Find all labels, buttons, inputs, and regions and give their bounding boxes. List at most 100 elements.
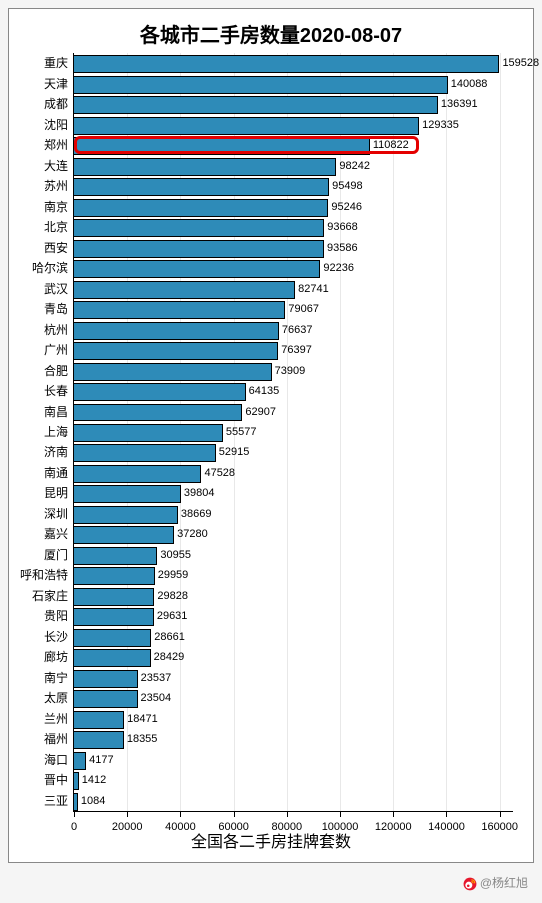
value-label: 23537 bbox=[137, 672, 172, 684]
bar bbox=[74, 281, 295, 299]
value-label: 136391 bbox=[437, 98, 478, 110]
category-label: 石家庄 bbox=[32, 590, 74, 602]
plot-inner: 0200004000060000800001000001200001400001… bbox=[73, 53, 513, 812]
bar-row: 哈尔滨92236 bbox=[74, 260, 513, 276]
bar bbox=[74, 526, 174, 544]
category-label: 贵阳 bbox=[44, 610, 74, 622]
bar bbox=[74, 690, 138, 708]
category-label: 长春 bbox=[44, 385, 74, 397]
bar-row: 沈阳129335 bbox=[74, 117, 513, 133]
bar-row: 济南52915 bbox=[74, 444, 513, 460]
value-label: 82741 bbox=[294, 283, 329, 295]
category-label: 晋中 bbox=[44, 774, 74, 786]
value-label: 30955 bbox=[156, 549, 191, 561]
bar bbox=[74, 342, 278, 360]
value-label: 47528 bbox=[200, 467, 235, 479]
category-label: 昆明 bbox=[44, 487, 74, 499]
category-label: 南京 bbox=[44, 201, 74, 213]
category-label: 嘉兴 bbox=[44, 528, 74, 540]
bar bbox=[74, 260, 320, 278]
bar-row: 苏州95498 bbox=[74, 178, 513, 194]
value-label: 76637 bbox=[278, 324, 313, 336]
x-tick bbox=[127, 811, 128, 817]
category-label: 南宁 bbox=[44, 672, 74, 684]
value-label: 1412 bbox=[78, 774, 106, 786]
bar-row: 南昌62907 bbox=[74, 404, 513, 420]
category-label: 武汉 bbox=[44, 283, 74, 295]
value-label: 95498 bbox=[328, 180, 363, 192]
x-tick bbox=[393, 811, 394, 817]
value-label: 4177 bbox=[85, 754, 113, 766]
category-label: 青岛 bbox=[44, 303, 74, 315]
value-label: 55577 bbox=[222, 426, 257, 438]
category-label: 郑州 bbox=[44, 139, 74, 151]
bar-row: 合肥73909 bbox=[74, 363, 513, 379]
bar bbox=[74, 629, 151, 647]
x-tick bbox=[234, 811, 235, 817]
x-tick bbox=[74, 811, 75, 817]
bar bbox=[74, 731, 124, 749]
category-label: 沈阳 bbox=[44, 119, 74, 131]
category-label: 三亚 bbox=[44, 795, 74, 807]
x-tick bbox=[446, 811, 447, 817]
bar bbox=[74, 465, 201, 483]
bar-row: 上海55577 bbox=[74, 424, 513, 440]
value-label: 52915 bbox=[215, 446, 250, 458]
category-label: 广州 bbox=[44, 344, 74, 356]
bar bbox=[74, 96, 438, 114]
value-label: 39804 bbox=[180, 487, 215, 499]
bar bbox=[74, 485, 181, 503]
bar-row: 三亚1084 bbox=[74, 793, 513, 809]
value-label: 76397 bbox=[277, 344, 312, 356]
chart-title: 各城市二手房数量2020-08-07 bbox=[9, 9, 533, 54]
value-label: 1084 bbox=[77, 795, 105, 807]
bar bbox=[74, 117, 419, 135]
category-label: 重庆 bbox=[44, 57, 74, 69]
bar-row: 重庆159528 bbox=[74, 55, 513, 71]
value-label: 129335 bbox=[418, 119, 459, 131]
value-label: 64135 bbox=[245, 385, 280, 397]
value-label: 37280 bbox=[173, 528, 208, 540]
bar-row: 兰州18471 bbox=[74, 711, 513, 727]
bar bbox=[74, 506, 178, 524]
bar-row: 南宁23537 bbox=[74, 670, 513, 686]
value-label: 18471 bbox=[123, 713, 158, 725]
bar bbox=[74, 608, 154, 626]
bar-row: 西安93586 bbox=[74, 240, 513, 256]
value-label: 29959 bbox=[154, 569, 189, 581]
chart-container: 各城市二手房数量2020-08-07 020000400006000080000… bbox=[0, 0, 542, 903]
bar bbox=[74, 711, 124, 729]
category-label: 天津 bbox=[44, 78, 74, 90]
value-label: 28661 bbox=[150, 631, 185, 643]
footer-credit: @杨红旭 bbox=[463, 874, 528, 891]
value-label: 93586 bbox=[323, 242, 358, 254]
bar-row: 天津140088 bbox=[74, 76, 513, 92]
bar-row: 廊坊28429 bbox=[74, 649, 513, 665]
bar bbox=[74, 301, 285, 319]
bar bbox=[74, 219, 324, 237]
bar-row: 武汉82741 bbox=[74, 281, 513, 297]
bar bbox=[74, 76, 448, 94]
bar bbox=[74, 178, 329, 196]
bar bbox=[74, 404, 242, 422]
bar bbox=[74, 322, 279, 340]
category-label: 廊坊 bbox=[44, 651, 74, 663]
bar bbox=[74, 199, 328, 217]
value-label: 95246 bbox=[327, 201, 362, 213]
category-label: 苏州 bbox=[44, 180, 74, 192]
footer-text: @杨红旭 bbox=[480, 876, 528, 890]
bar bbox=[74, 363, 272, 381]
bar-row: 南京95246 bbox=[74, 199, 513, 215]
weibo-icon bbox=[463, 877, 477, 891]
bar bbox=[74, 670, 138, 688]
bar-row: 大连98242 bbox=[74, 158, 513, 174]
bar bbox=[74, 137, 370, 155]
chart-card: 各城市二手房数量2020-08-07 020000400006000080000… bbox=[8, 8, 534, 863]
value-label: 29828 bbox=[153, 590, 188, 602]
bar-row: 海口4177 bbox=[74, 752, 513, 768]
bar bbox=[74, 383, 246, 401]
bar-row: 昆明39804 bbox=[74, 485, 513, 501]
bar bbox=[74, 55, 499, 73]
value-label: 23504 bbox=[137, 692, 172, 704]
category-label: 杭州 bbox=[44, 324, 74, 336]
